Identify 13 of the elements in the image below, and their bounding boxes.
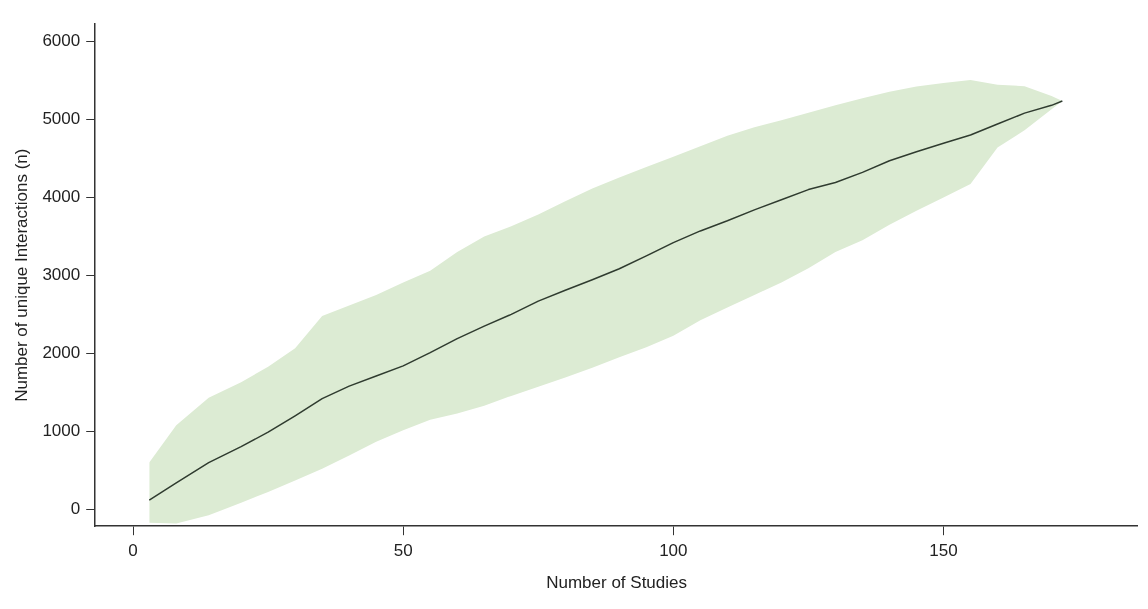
- y-tick-label: 0: [70, 499, 81, 519]
- y-tick-label: 2000: [42, 343, 81, 363]
- x-tick-label: 0: [128, 541, 138, 561]
- y-tick-label: 5000: [42, 109, 81, 129]
- y-tick-label: 4000: [42, 187, 81, 207]
- y-tick-label: 3000: [42, 265, 81, 285]
- y-tick-label: 1000: [42, 421, 81, 441]
- x-tick-label: 150: [929, 541, 958, 561]
- y-tick-label: 6000: [42, 31, 81, 51]
- x-tick-label: 100: [659, 541, 688, 561]
- x-tick-label: 50: [393, 541, 413, 561]
- x-axis-title: Number of Studies: [546, 573, 688, 593]
- y-axis-title: Number of unique Interactions (n): [11, 148, 31, 402]
